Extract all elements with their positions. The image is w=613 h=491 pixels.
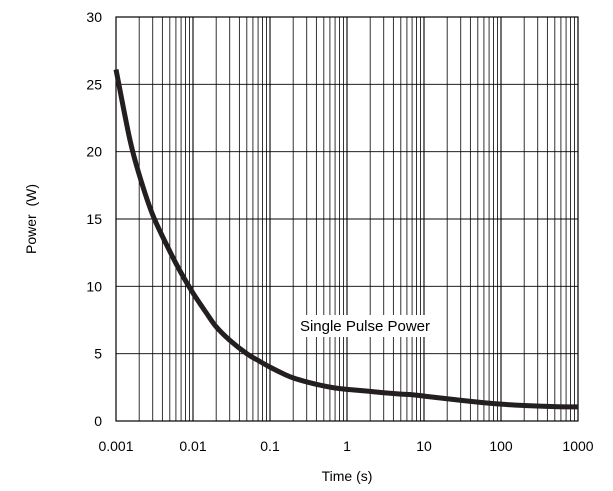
x-tick-label: 100 — [489, 438, 513, 454]
tick-labels: 0.001 0.01 0.1 1 10 100 1000 0 5 10 15 20 25 30 — [86, 9, 593, 454]
grid — [116, 17, 578, 421]
annotation-background — [293, 315, 437, 337]
x-tick-label: 1 — [343, 438, 351, 454]
y-tick-label: 20 — [86, 144, 102, 160]
y-tick-label: 0 — [94, 413, 102, 429]
annotation-single-pulse-power: Single Pulse Power — [300, 318, 430, 335]
x-tick-label: 0.1 — [260, 438, 280, 454]
y-tick-label: 30 — [86, 9, 102, 25]
x-tick-label: 1000 — [562, 438, 593, 454]
x-tick-label: 10 — [416, 438, 432, 454]
y-axis-title: Power (W) — [23, 184, 39, 254]
plot-area-frame — [115, 16, 579, 422]
x-tick-label: 0.01 — [179, 438, 206, 454]
y-tick-label: 5 — [94, 346, 102, 362]
y-tick-label: 25 — [86, 76, 102, 92]
x-axis-title: Time (s) — [322, 468, 373, 484]
single-pulse-power-curve — [113, 69, 579, 410]
x-tick-label: 0.001 — [98, 438, 133, 454]
y-tick-label: 10 — [86, 278, 102, 294]
series-curves — [113, 69, 579, 410]
y-tick-label: 15 — [86, 211, 102, 227]
